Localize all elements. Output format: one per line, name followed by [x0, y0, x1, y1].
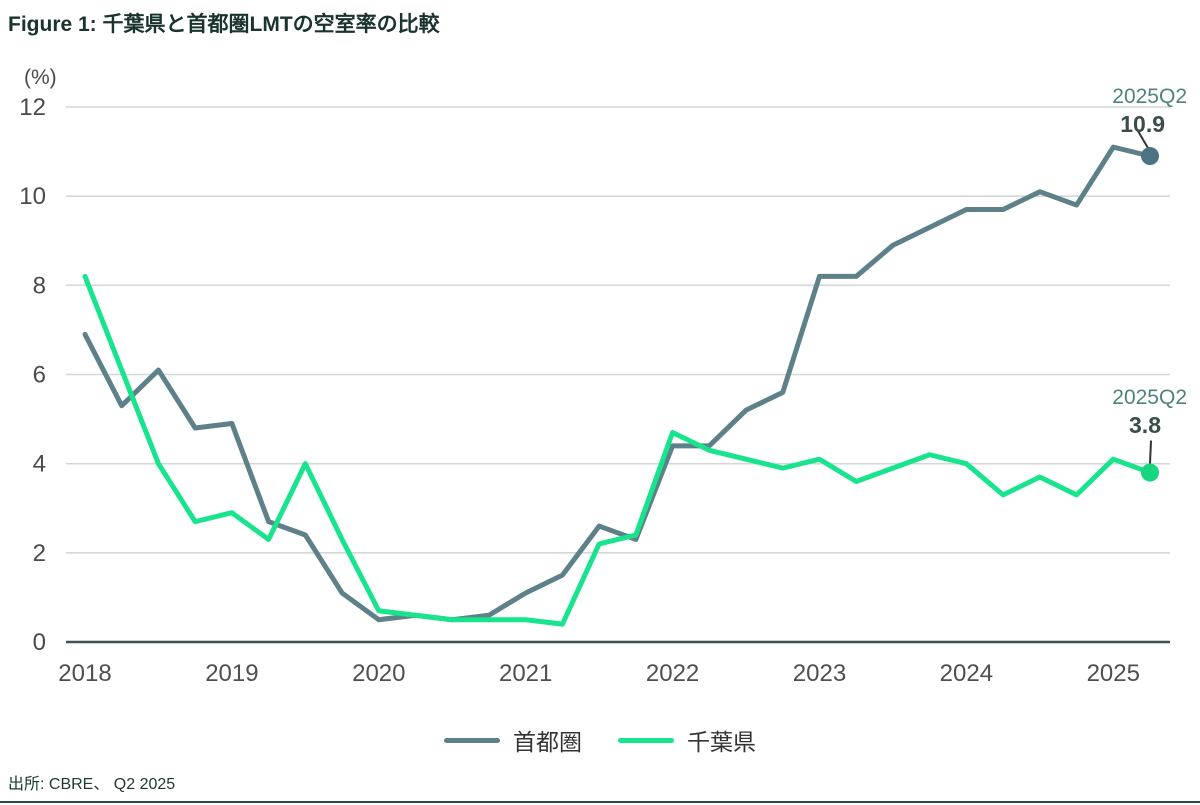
series-line-1 [82, 273, 1153, 627]
legend-swatch-0 [444, 737, 500, 743]
legend-label-1: 千葉県 [687, 729, 756, 755]
bottom-divider [0, 801, 1200, 803]
annotation-chiba-period: 2025Q2 [1112, 386, 1187, 409]
x-tick-label-2020: 2020 [352, 660, 405, 687]
x-tick-label-2022: 2022 [646, 660, 699, 687]
x-tick-label-2019: 2019 [205, 660, 258, 687]
y-axis-unit-label: (%) [24, 66, 57, 89]
y-tick-label-4: 4 [33, 451, 46, 478]
y-tick-layer: 0 2 4 6 8 10 12 [19, 94, 46, 656]
series-layer [82, 144, 1153, 627]
annotation-leader-0 [1137, 130, 1149, 149]
annotation-chiba-latest: 2025Q2 3.8 [1112, 385, 1187, 439]
annotation-metro-value: 10.9 [1120, 110, 1165, 137]
y-tick-label-0: 0 [33, 629, 46, 656]
x-tick-layer: 2018 2019 2020 2021 2022 2023 2024 2025 [58, 660, 1140, 687]
series-endpoint-marker-0 [1141, 147, 1159, 166]
y-tick-label-6: 6 [33, 362, 46, 389]
figure-title: Figure 1: 千葉県と首都圏LMTの空室率の比較 [8, 13, 440, 36]
x-tick-label-2023: 2023 [793, 660, 846, 687]
series-line-0 [82, 144, 1153, 623]
y-tick-label-10: 10 [19, 183, 46, 210]
annotation-chiba-value: 3.8 [1129, 411, 1161, 438]
legend-swatch-1 [618, 737, 674, 743]
legend-item-1: 千葉県 [618, 723, 756, 757]
annotation-metro-period: 2025Q2 [1112, 85, 1187, 108]
chart-legend: 首都圏 千葉県 [0, 723, 1200, 757]
legend-label-0: 首都圏 [513, 729, 582, 755]
y-tick-label-2: 2 [33, 540, 46, 567]
x-tick-label-2025: 2025 [1087, 660, 1140, 687]
grid-layer [66, 106, 1170, 644]
marker-layer [1137, 130, 1159, 482]
y-tick-label-8: 8 [33, 272, 46, 299]
y-tick-label-12: 12 [19, 94, 46, 121]
source-note: 出所: CBRE、 Q2 2025 [8, 776, 176, 793]
x-tick-label-2024: 2024 [940, 660, 993, 687]
annotation-leader-1 [1149, 440, 1152, 464]
annotation-metro-latest: 2025Q2 10.9 [1112, 84, 1187, 138]
x-tick-label-2018: 2018 [58, 660, 111, 687]
series-endpoint-marker-1 [1141, 463, 1159, 482]
x-tick-label-2021: 2021 [499, 660, 552, 687]
legend-item-0: 首都圏 [444, 723, 582, 757]
